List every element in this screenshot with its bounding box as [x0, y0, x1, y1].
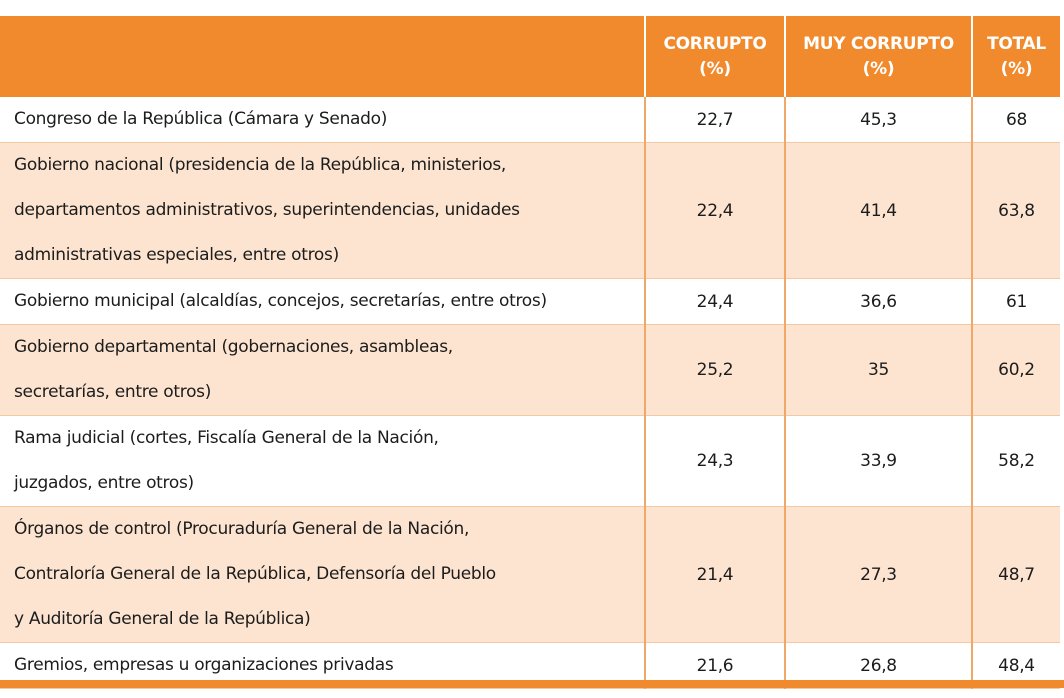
institution-line: Contraloría General de la República, Def… [14, 564, 496, 584]
institution-cell: Gobierno nacional (presidencia de la Rep… [0, 142, 645, 279]
header-row: CORRUPTO (%) MUY CORRUPTO (%) TOTAL (%) [0, 16, 1060, 97]
total-cell: 68 [971, 97, 1060, 143]
institution-cell: Gobierno municipal (alcaldías, concejos,… [0, 278, 645, 325]
total-cell: 61 [971, 278, 1060, 325]
table-row: Gobierno nacional (presidencia de la Rep… [0, 142, 1060, 279]
table-row: Congreso de la República (Cámara y Senad… [0, 97, 1060, 143]
top-margin [0, 0, 1064, 16]
institution-cell: Órganos de control (Procuraduría General… [0, 506, 645, 643]
corruption-perception-table: CORRUPTO (%) MUY CORRUPTO (%) TOTAL (%) … [0, 16, 1060, 689]
total-cell: 48,7 [971, 506, 1060, 643]
header-corrupto-label: CORRUPTO [663, 33, 767, 54]
muy-corrupto-cell: 33,9 [784, 415, 972, 507]
total-cell: 60,2 [971, 324, 1060, 416]
header-muy-corrupto-label: MUY CORRUPTO [803, 33, 954, 54]
institution-line: departamentos administrativos, superinte… [14, 200, 520, 220]
institution-line: secretarías, entre otros) [14, 382, 212, 402]
corrupto-cell: 22,4 [644, 142, 785, 279]
institution-line: Gobierno municipal (alcaldías, concejos,… [14, 291, 547, 311]
table-header: CORRUPTO (%) MUY CORRUPTO (%) TOTAL (%) [0, 16, 1060, 97]
corrupto-cell: 24,3 [644, 415, 785, 507]
institution-cell: Gobierno departamental (gobernaciones, a… [0, 324, 645, 416]
institution-cell: Rama judicial (cortes, Fiscalía General … [0, 415, 645, 507]
institution-line: Rama judicial (cortes, Fiscalía General … [14, 428, 439, 448]
header-total: TOTAL (%) [971, 16, 1060, 97]
total-cell: 58,2 [971, 415, 1060, 507]
bottom-accent-bar [0, 680, 1064, 688]
corrupto-cell: 21,4 [644, 506, 785, 643]
header-corrupto-unit: (%) [699, 58, 731, 79]
institution-cell: Congreso de la República (Cámara y Senad… [0, 97, 645, 143]
header-total-unit: (%) [1000, 58, 1033, 79]
table-row: Rama judicial (cortes, Fiscalía General … [0, 415, 1060, 507]
corrupto-cell: 25,2 [644, 324, 785, 416]
muy-corrupto-cell: 41,4 [784, 142, 972, 279]
institution-line: Gobierno nacional (presidencia de la Rep… [14, 155, 507, 175]
institution-line: y Auditoría General de la República) [14, 609, 311, 629]
header-corrupto: CORRUPTO (%) [644, 16, 785, 97]
institution-line: administrativas especiales, entre otros) [14, 245, 339, 265]
table-row: Gobierno departamental (gobernaciones, a… [0, 324, 1060, 416]
muy-corrupto-cell: 45,3 [784, 97, 972, 143]
header-institution [0, 16, 645, 97]
institution-line: Gremios, empresas u organizaciones priva… [14, 655, 394, 675]
table-row: Gobierno municipal (alcaldías, concejos,… [0, 278, 1060, 325]
table-row: Órganos de control (Procuraduría General… [0, 506, 1060, 643]
corrupto-cell: 24,4 [644, 278, 785, 325]
institution-line: Gobierno departamental (gobernaciones, a… [14, 337, 453, 357]
institution-line: Órganos de control (Procuraduría General… [14, 519, 470, 539]
institution-line: Congreso de la República (Cámara y Senad… [14, 109, 388, 129]
header-muy-corrupto-unit: (%) [862, 58, 895, 79]
institution-line: juzgados, entre otros) [14, 473, 194, 493]
header-muy-corrupto: MUY CORRUPTO (%) [784, 16, 972, 97]
total-cell: 63,8 [971, 142, 1060, 279]
header-total-label: TOTAL [987, 33, 1046, 54]
muy-corrupto-cell: 36,6 [784, 278, 972, 325]
muy-corrupto-cell: 27,3 [784, 506, 972, 643]
muy-corrupto-cell: 35 [784, 324, 972, 416]
table-body: Congreso de la República (Cámara y Senad… [0, 97, 1060, 689]
corrupto-cell: 22,7 [644, 97, 785, 143]
